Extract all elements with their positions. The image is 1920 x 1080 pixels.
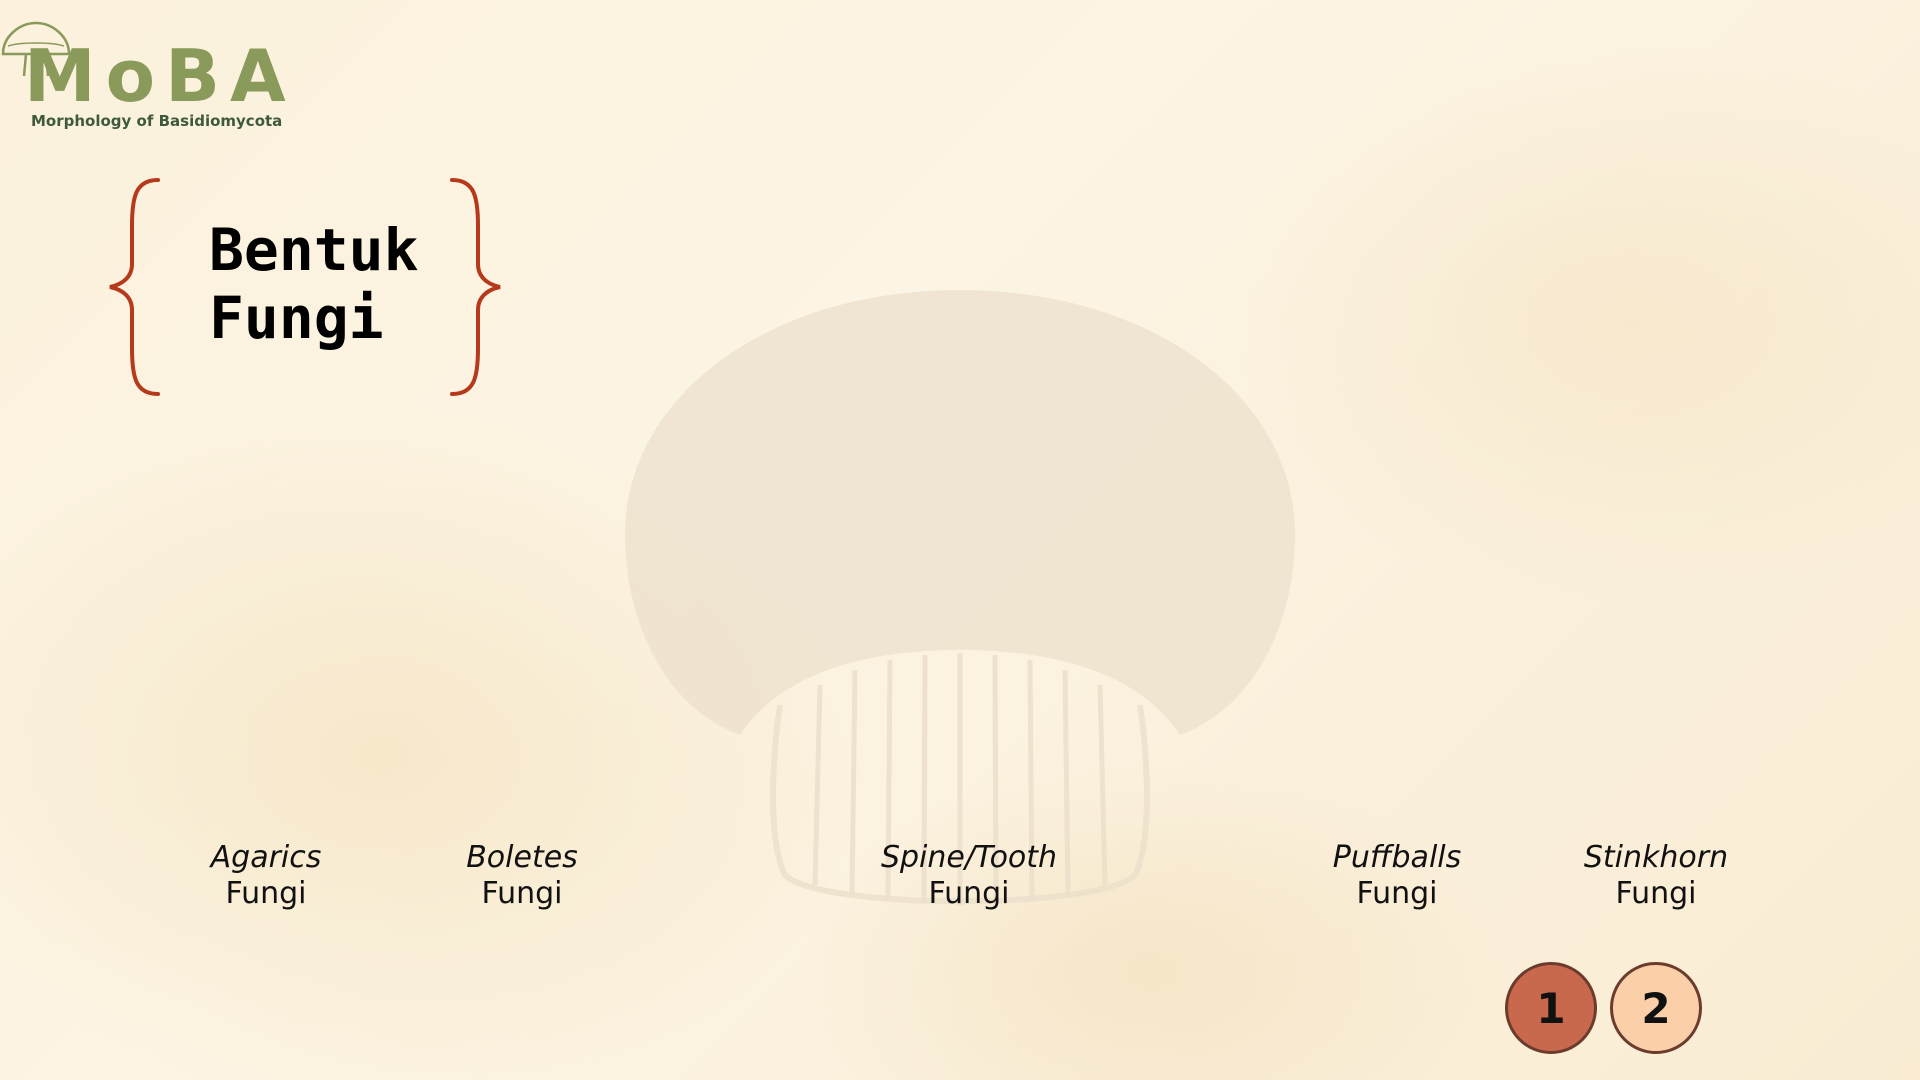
page-2-button[interactable]: 2 — [1610, 962, 1702, 1054]
category-puffballs[interactable]: Puffballs Fungi — [1333, 840, 1461, 912]
category-stinkhorn[interactable]: Stinkhorn Fungi — [1584, 840, 1728, 912]
background-mushroom-illustration — [625, 290, 1295, 905]
page-1-button[interactable]: 1 — [1505, 962, 1597, 1054]
category-boletes[interactable]: Boletes Fungi — [466, 840, 578, 912]
app-logo: MoBA Morphology of Basidiomycota — [0, 18, 300, 138]
logo-wordmark: MoBA — [24, 34, 296, 118]
category-name: Spine/Tooth — [880, 840, 1058, 875]
logo-subtitle: Morphology of Basidiomycota — [31, 112, 283, 130]
right-brace-icon — [450, 178, 501, 396]
section-title: Bentuk Fungi — [106, 176, 506, 398]
category-name: Agarics — [210, 840, 322, 875]
category-kind: Fungi — [225, 876, 307, 911]
category-kind: Fungi — [1356, 876, 1438, 911]
category-spine-tooth[interactable]: Spine/Tooth Fungi — [881, 840, 1057, 912]
category-kind: Fungi — [1615, 876, 1697, 911]
category-agarics[interactable]: Agarics Fungi — [211, 840, 322, 912]
category-kind: Fungi — [481, 876, 563, 911]
category-name: Boletes — [466, 840, 578, 875]
category-name: Stinkhorn — [1583, 840, 1729, 875]
left-brace-icon — [109, 178, 160, 396]
mushroom-logo-icon — [1, 21, 71, 77]
category-name: Puffballs — [1332, 840, 1462, 875]
page-title: Bentuk Fungi — [209, 216, 419, 352]
category-kind: Fungi — [928, 876, 1010, 911]
